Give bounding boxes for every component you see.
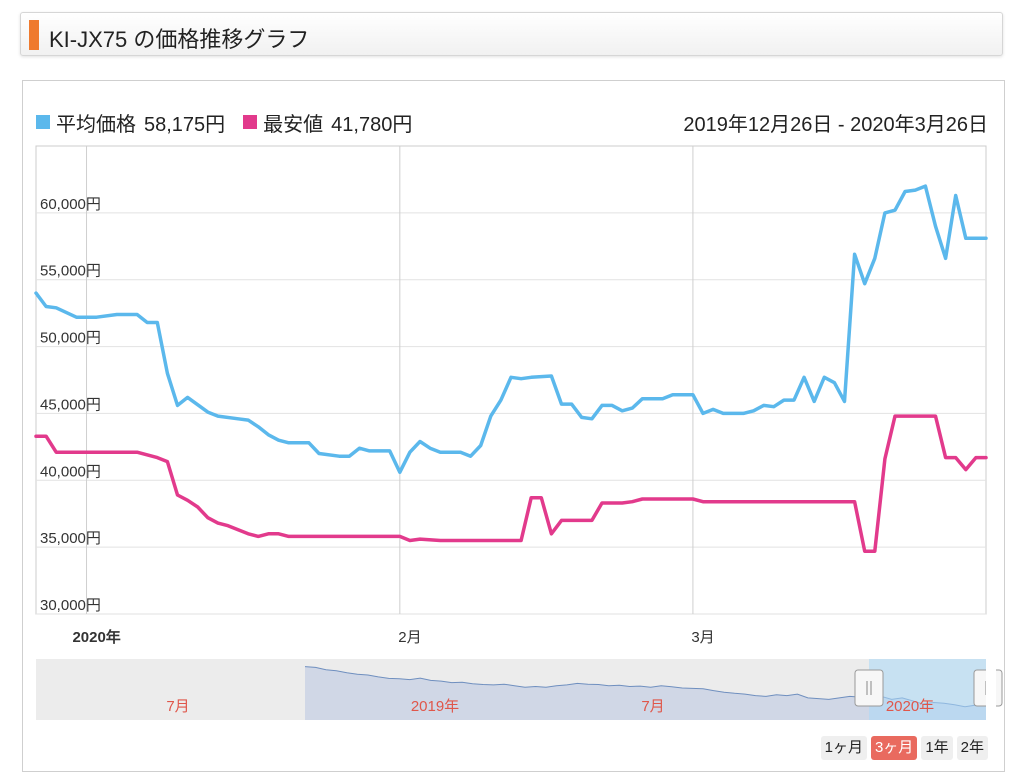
grid-lines <box>35 145 987 615</box>
navigator-label: 7月 <box>641 698 664 715</box>
y-tick-label: 30,000円 <box>40 597 101 614</box>
legend-value-lowest: 41,780円 <box>331 113 413 136</box>
navigator-edge-mask <box>986 659 996 720</box>
y-tick-label: 35,000円 <box>40 530 101 547</box>
navigator-handle-left[interactable] <box>854 669 884 707</box>
range-button-0[interactable]: 1ヶ月 <box>820 736 867 760</box>
range-button-3[interactable]: 2年 <box>956 736 988 760</box>
navigator-area <box>305 666 986 720</box>
x-tick-label: 3月 <box>691 629 714 646</box>
navigator-label: 2019年 <box>411 698 459 715</box>
range-selector: 1ヶ月 3ヶ月 1年 2年 <box>820 736 988 760</box>
page-title: KI-JX75 の価格推移グラフ <box>49 27 310 52</box>
y-axis-ticks: 30,000円 35,000円 40,000円 45,000円 50,000円 55,00… <box>40 196 101 614</box>
navigator-label: 7月 <box>166 698 189 715</box>
range-navigator[interactable]: 7月 2019年 7月 2020年 <box>36 659 1003 720</box>
legend-item-average[interactable]: 平均価格 58,175円 <box>36 108 225 137</box>
navigator-label: 2020年 <box>886 698 934 715</box>
legend-swatch-average <box>36 115 50 129</box>
series-line-average <box>34 184 988 475</box>
y-tick-label: 45,000円 <box>40 396 101 413</box>
y-tick-label: 40,000円 <box>40 463 101 480</box>
range-button-2[interactable]: 1年 <box>921 736 953 760</box>
legend-item-lowest[interactable]: 最安値 41,780円 <box>243 108 412 137</box>
x-axis-ticks: 2020年 2月 3月 <box>72 628 714 646</box>
chart-legend: 平均価格 58,175円 最安値 41,780円 <box>36 108 430 136</box>
x-tick-label: 2月 <box>398 629 421 646</box>
navigator-selection[interactable] <box>869 659 986 720</box>
date-range-label: 2019年12月26日 - 2020年3月26日 <box>683 114 988 136</box>
y-tick-label: 60,000円 <box>40 196 101 213</box>
series-lines <box>34 184 988 553</box>
y-tick-label: 55,000円 <box>40 263 101 280</box>
series-line-lowest <box>34 414 988 553</box>
legend-label-lowest: 最安値 <box>263 113 324 136</box>
title-accent-bar <box>29 20 39 50</box>
page-title-bar: KI-JX75 の価格推移グラフ <box>20 12 1003 56</box>
range-button-1[interactable]: 3ヶ月 <box>870 736 918 760</box>
chart-container <box>22 80 1005 772</box>
legend-label-average: 平均価格 <box>56 113 136 136</box>
legend-value-average: 58,175円 <box>144 113 226 136</box>
y-tick-label: 50,000円 <box>40 330 101 347</box>
x-tick-label: 2020年 <box>72 628 120 646</box>
legend-swatch-lowest <box>243 115 258 129</box>
